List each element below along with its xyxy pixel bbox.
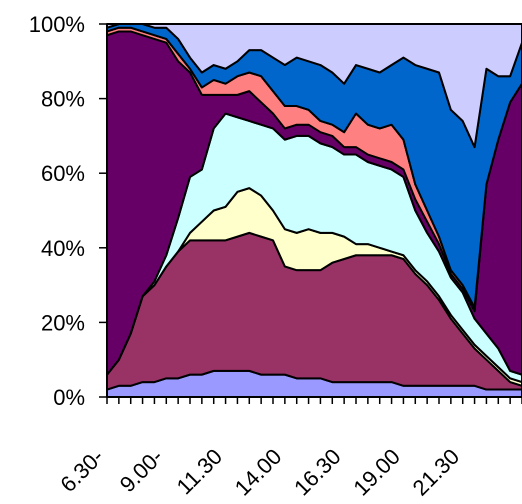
y-tick-label: 80% — [41, 87, 85, 112]
area-band-8 — [106, 23, 522, 149]
y-tick-label: 20% — [41, 310, 85, 335]
x-tick-label: 11.30 — [172, 444, 227, 499]
y-axis-tick-labels: 0% 20% 40% 60% 80% 100% — [29, 12, 85, 410]
area-bands — [106, 23, 522, 398]
y-tick-label: 40% — [41, 236, 85, 261]
x-tick-label: 6.30- — [55, 444, 108, 497]
x-tick-label: 14.00 — [230, 444, 287, 501]
y-tick-label: 0% — [53, 385, 85, 410]
x-tick-label: 21.30 — [408, 444, 465, 501]
x-axis-tick-labels: 6.30- 9.00- 11.30 14.00 16.30 19.00 21.30 — [55, 444, 464, 501]
y-axis-ticks — [99, 23, 107, 398]
x-axis-ticks — [106, 397, 522, 404]
y-tick-label: 60% — [41, 161, 85, 186]
x-tick-label: 9.00- — [115, 444, 168, 497]
x-tick-label: 19.00 — [348, 444, 405, 501]
x-tick-label: 16.30 — [289, 444, 346, 501]
y-tick-label: 100% — [29, 12, 85, 37]
